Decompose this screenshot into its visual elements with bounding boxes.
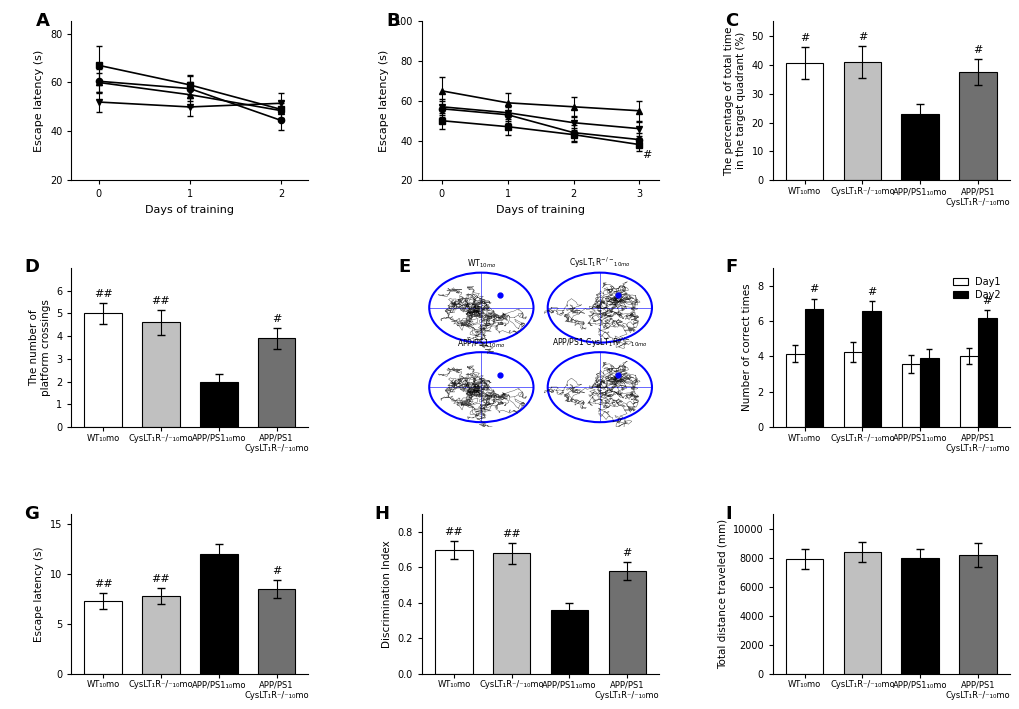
Bar: [785, 559, 822, 674]
Y-axis label: Escape latency (s): Escape latency (s): [35, 546, 45, 642]
Bar: [901, 364, 919, 427]
Bar: [258, 589, 296, 674]
Text: #: #: [866, 287, 875, 297]
Bar: [977, 318, 996, 427]
Bar: [958, 555, 996, 674]
Text: A: A: [36, 12, 50, 30]
Y-axis label: Escape latency (s): Escape latency (s): [379, 50, 389, 152]
Text: I: I: [725, 505, 732, 523]
Bar: [200, 381, 237, 427]
Text: CysLT$_1$R$^{-/-}$$_{10mo}$: CysLT$_1$R$^{-/-}$$_{10mo}$: [569, 256, 630, 270]
Text: H: H: [374, 505, 389, 523]
Text: ##: ##: [94, 289, 112, 299]
Text: C: C: [725, 12, 738, 30]
Bar: [919, 358, 937, 427]
Bar: [550, 610, 588, 674]
Text: #: #: [857, 32, 866, 42]
Bar: [200, 554, 237, 674]
Y-axis label: The percentage of total time
in the target quadrant (%): The percentage of total time in the targ…: [723, 26, 745, 176]
Y-axis label: Discrimination Index: Discrimination Index: [382, 540, 391, 648]
Text: #: #: [972, 45, 981, 55]
Text: ##: ##: [152, 574, 170, 584]
Text: APP/PS1$_{10mo}$: APP/PS1$_{10mo}$: [457, 337, 505, 350]
Bar: [843, 552, 880, 674]
Text: F: F: [725, 258, 737, 277]
Text: D: D: [24, 258, 39, 277]
Text: E: E: [398, 258, 411, 277]
Text: WT$_{10mo}$: WT$_{10mo}$: [467, 258, 495, 270]
Text: #: #: [272, 314, 281, 324]
Bar: [862, 311, 880, 427]
Text: #: #: [799, 33, 808, 43]
Bar: [258, 338, 296, 427]
Y-axis label: Total distance traveled (mm): Total distance traveled (mm): [717, 519, 727, 669]
Bar: [901, 114, 938, 180]
Text: #: #: [981, 296, 990, 306]
Text: ##: ##: [444, 527, 463, 537]
Text: G: G: [24, 505, 39, 523]
Bar: [142, 323, 179, 427]
Y-axis label: The number of
platform crossings: The number of platform crossings: [29, 299, 51, 396]
Legend: WT₁₀mo, CysLT₁R⁻/⁻₁₀mo, APP/PS1₁₀mo, APP/PS1 CysLT₁R⁻/⁻₁₀mo: WT₁₀mo, CysLT₁R⁻/⁻₁₀mo, APP/PS1₁₀mo, APP…: [436, 22, 553, 75]
Legend: WT₉mo, CysLT₁R⁻/⁻₁₀mo, APP/PS1₁₀mo, APP/PS1 CysLT₁R⁻/⁻₁₀mo: WT₉mo, CysLT₁R⁻/⁻₁₀mo, APP/PS1₁₀mo, APP/…: [787, 22, 903, 75]
Bar: [804, 308, 822, 427]
Bar: [843, 352, 862, 427]
Text: ##: ##: [501, 529, 521, 539]
Bar: [958, 72, 996, 180]
Text: B: B: [386, 12, 399, 30]
Bar: [435, 549, 472, 674]
Bar: [785, 63, 822, 180]
Bar: [85, 313, 122, 427]
Legend: Day1, Day2: Day1, Day2: [949, 273, 1004, 303]
Y-axis label: Number of correct times: Number of correct times: [741, 284, 751, 411]
Text: #: #: [642, 150, 651, 160]
Text: ##: ##: [94, 579, 112, 589]
Bar: [901, 558, 938, 674]
Bar: [959, 356, 977, 427]
Bar: [843, 62, 880, 180]
Bar: [85, 601, 122, 674]
Text: #: #: [808, 284, 818, 294]
Bar: [492, 553, 530, 674]
Bar: [608, 571, 645, 674]
Text: APP/PS1 CysLT$_1$R$^{-/-}$$_{10mo}$: APP/PS1 CysLT$_1$R$^{-/-}$$_{10mo}$: [551, 335, 647, 350]
Text: #: #: [622, 548, 632, 558]
X-axis label: Days of training: Days of training: [495, 205, 585, 215]
Text: ##: ##: [152, 296, 170, 306]
X-axis label: Days of training: Days of training: [146, 205, 234, 215]
Bar: [786, 354, 804, 427]
Bar: [142, 596, 179, 674]
Text: #: #: [272, 566, 281, 576]
Y-axis label: Escape latency (s): Escape latency (s): [35, 50, 45, 152]
